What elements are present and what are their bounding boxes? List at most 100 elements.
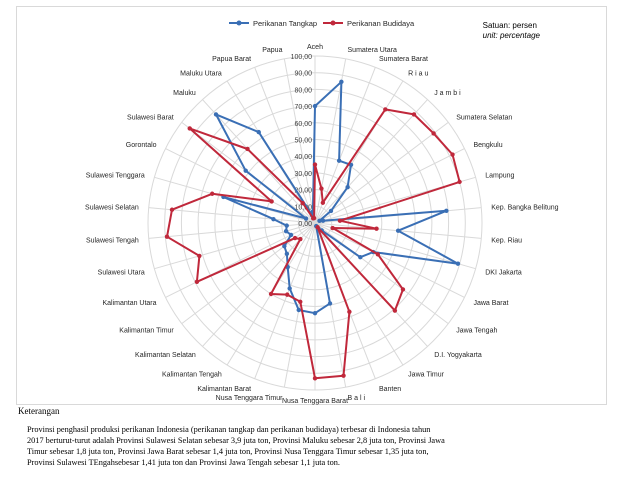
category-label: Sulawesi Barat [127, 114, 174, 121]
category-label: Maluku Utara [180, 71, 222, 78]
series-point-1 [197, 253, 202, 259]
category-label: Kalimantan Barat [197, 386, 251, 393]
category-label: Sulawesi Tengah [86, 237, 139, 244]
category-label: Maluku [173, 90, 196, 97]
r-tick-label: 80,00 [294, 87, 312, 94]
series-point-1 [411, 112, 417, 117]
series-point-0 [284, 223, 289, 228]
series-point-1 [187, 126, 192, 131]
series-point-0 [296, 307, 301, 313]
unit-label-id: Satuan: persen [482, 21, 537, 30]
category-label: Nusa Tenggara Timur [216, 395, 283, 402]
series-point-0 [288, 232, 294, 238]
grid-spoke [314, 80, 404, 224]
category-label: Sumatera Barat [379, 56, 428, 63]
r-tick-label: 10,00 [294, 204, 312, 211]
category-label: B a l i [348, 395, 366, 402]
category-label: Kalimantan Timur [119, 328, 174, 335]
legend-marker [330, 20, 336, 26]
series-point-1 [450, 152, 455, 157]
series-point-1 [285, 292, 290, 297]
grid-spoke [314, 222, 449, 325]
category-label: Sulawesi Selatan [85, 205, 139, 212]
series-point-1 [169, 207, 175, 212]
series-point-0 [213, 112, 219, 117]
category-label: D.I. Yogyakarta [434, 352, 482, 359]
category-label: Sumatera Utara [348, 47, 398, 54]
legend-marker [236, 20, 242, 26]
series-point-0 [455, 261, 461, 266]
series-point-1 [392, 308, 398, 313]
category-label: Sulawesi Tenggara [86, 173, 145, 180]
grid-spoke [202, 222, 316, 347]
grid-spoke [254, 222, 316, 379]
series-point-0 [395, 228, 401, 233]
r-tick-label: 50,00 [294, 138, 312, 145]
caption-line: Provinsi penghasil produksi perikanan In… [27, 425, 431, 434]
category-label: Sumatera Selatan [456, 114, 512, 121]
chart-frame: 0,00 10,00 20,00 30,00 40,00 50,00 60,00 70,00 8… [16, 6, 607, 405]
grid-spoke [165, 148, 316, 224]
r-tick-label: 100,00 [291, 54, 313, 61]
grid-spoke [314, 222, 465, 298]
r-tick-label: 0,00 [298, 221, 312, 228]
caption: Provinsi penghasil produksi perikanan In… [27, 424, 547, 468]
series-point-0 [358, 255, 363, 260]
grid-spoke [314, 67, 376, 224]
category-label: DKI Jakarta [485, 269, 522, 276]
keterangan-heading: Keterangan [18, 406, 60, 416]
grid-spoke [314, 99, 428, 224]
category-label: Jawa Tengah [456, 328, 497, 335]
series-point-0 [287, 286, 292, 291]
series-point-0 [243, 168, 248, 173]
legend-label: Perikanan Budidaya [347, 19, 415, 28]
series-point-1 [315, 225, 320, 230]
category-label: Jawa Barat [473, 300, 508, 307]
series-point-1 [245, 146, 250, 152]
series-point-0 [336, 158, 342, 163]
grid-spoke [283, 222, 316, 388]
grid-spoke [148, 207, 316, 224]
series-point-1 [312, 376, 318, 381]
series-point-1 [347, 309, 352, 314]
category-label: Lampung [485, 173, 514, 180]
grid-spoke [314, 148, 465, 224]
series-point-1 [311, 215, 317, 221]
radar-chart: 0,00 10,00 20,00 30,00 40,00 50,00 60,00 70,00 8… [85, 19, 559, 405]
category-label: J a m b i [434, 90, 461, 97]
series-point-0 [303, 216, 309, 221]
series-point-0 [317, 218, 322, 223]
series-point-1 [164, 234, 170, 239]
series-point-1 [457, 179, 462, 185]
legend-label: Perikanan Tangkap [253, 19, 317, 28]
series-point-1 [375, 252, 380, 257]
category-label: Kalimantan Utara [102, 300, 156, 307]
category-label: Papua [262, 47, 282, 54]
unit-label-en: unit: percentage [482, 31, 540, 40]
series-point-1 [298, 299, 303, 304]
series-point-0 [345, 185, 350, 190]
grid-spoke [314, 121, 449, 224]
series-point-1 [292, 235, 298, 241]
grid-spoke [314, 222, 476, 270]
series-point-0 [256, 129, 261, 135]
series-point-1 [374, 226, 379, 231]
series-point-1 [194, 279, 200, 285]
series-point-1 [312, 162, 318, 167]
category-label: Kalimantan Tengah [162, 371, 222, 378]
r-tick-label: 60,00 [294, 121, 312, 128]
category-label: Kep. Bangka Belitung [491, 205, 558, 212]
series-point-1 [268, 291, 274, 297]
unit-label: Satuan: persen unit: percentage [483, 21, 540, 41]
series-point-1 [320, 200, 326, 205]
series-point-0 [271, 216, 276, 222]
series-point-1 [300, 200, 305, 206]
series-point-1 [210, 191, 215, 196]
series-point-0 [282, 243, 287, 249]
category-label: Banten [379, 386, 401, 393]
series-point-0 [312, 310, 318, 316]
grid-spoke [154, 222, 316, 270]
category-label: Bengkulu [473, 142, 502, 149]
grid-spoke [283, 58, 316, 224]
category-label: Papua Barat [212, 56, 251, 63]
